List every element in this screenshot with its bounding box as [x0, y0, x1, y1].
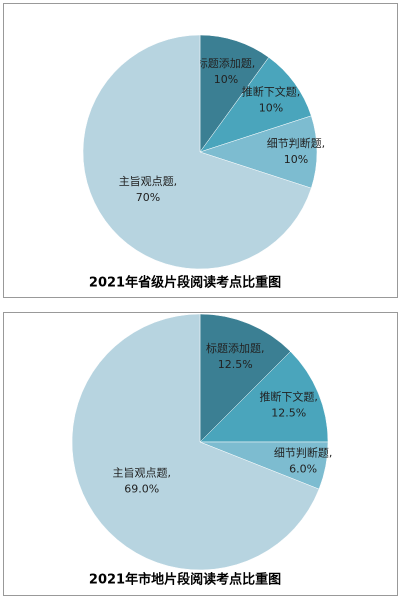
slice-value-label: 69.0%: [124, 483, 159, 496]
slice-value-label: 12.5%: [218, 358, 253, 371]
pie-slice: [71, 313, 320, 571]
slice-label: 标题添加题,: [197, 56, 256, 70]
slice-value-label: 12.5%: [271, 406, 306, 419]
pie-slice: [199, 351, 329, 443]
pie-slice: [82, 34, 312, 270]
slice-value-label: 10%: [259, 101, 283, 114]
slice-label: 推断下文题,: [242, 84, 301, 98]
slice-label: 推断下文题,: [259, 389, 318, 403]
slice-value-label: 6.0%: [289, 463, 317, 476]
slice-label: 细节判断题,: [274, 446, 333, 460]
pie-slice: [199, 56, 312, 153]
slice-label: 主旨观点题,: [113, 467, 172, 480]
slice-value-label: 10%: [214, 73, 238, 86]
slice-label: 主旨观点题,: [119, 175, 178, 188]
slice-value-label: 70%: [136, 191, 160, 204]
slice-label: 细节判断题,: [267, 136, 326, 150]
pie-slice: [199, 34, 270, 153]
chart-title: 2021年市地片段阅读考点比重图: [89, 572, 281, 588]
pie-slice: [199, 115, 318, 189]
slice-value-label: 10%: [284, 153, 308, 166]
slice-label: 标题添加题,: [206, 341, 265, 355]
pie-slice: [199, 313, 291, 443]
chart-title: 2021年省级片段阅读考点比重图: [89, 275, 281, 291]
